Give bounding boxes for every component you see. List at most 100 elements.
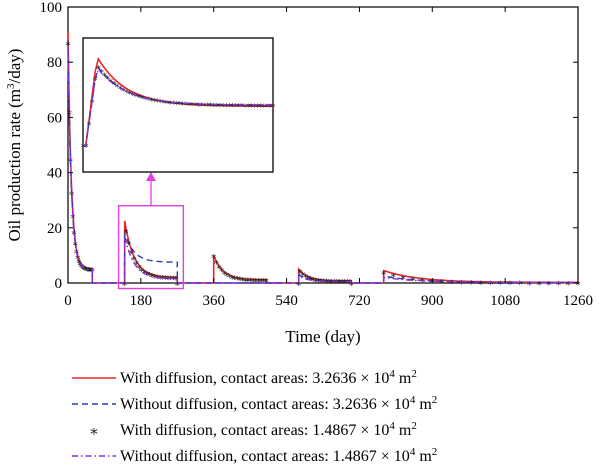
series-point: ∗ <box>69 212 76 223</box>
x-tick-label: 1260 <box>563 293 593 309</box>
series-point: ∗ <box>323 276 330 287</box>
series-point: ∗ <box>305 272 312 283</box>
series-point: ∗ <box>565 278 572 289</box>
legend-label: Without diffusion, contact areas: 3.2636… <box>120 394 437 413</box>
inset-series-point: ∗ <box>242 100 248 110</box>
series-point: ∗ <box>400 272 407 283</box>
series-point: ∗ <box>130 253 137 264</box>
series-point: ∗ <box>295 279 302 290</box>
series-point: ∗ <box>328 276 335 287</box>
inset-series-point: ∗ <box>136 91 142 101</box>
series-point: ∗ <box>312 275 319 286</box>
series-point: ∗ <box>307 274 314 285</box>
series-point: ∗ <box>83 264 90 275</box>
series-point: ∗ <box>536 278 543 289</box>
inset-series-point: ∗ <box>220 100 226 110</box>
series-line <box>67 48 579 284</box>
y-tick-label: 100 <box>40 0 63 16</box>
series-point: ∗ <box>497 278 504 289</box>
series-point: ∗ <box>468 278 475 289</box>
y-axis-title: Oil production rate (m3/day) <box>5 49 24 242</box>
series-point: ∗ <box>252 275 259 286</box>
inset-series-point: ∗ <box>257 100 263 110</box>
series-point: ∗ <box>159 273 166 284</box>
inset-series-point: ∗ <box>86 118 92 128</box>
y-tick-label: 20 <box>47 221 62 237</box>
x-tick-label: 180 <box>130 293 153 309</box>
x-tick-label: 1080 <box>490 293 520 309</box>
inset-series-point: ∗ <box>217 100 223 110</box>
series-point: ∗ <box>74 252 81 263</box>
series-point: ∗ <box>82 264 89 275</box>
series-point: ∗ <box>237 274 244 285</box>
series-point: ∗ <box>245 275 252 286</box>
inset-series-point: ∗ <box>229 100 235 110</box>
series-point: ∗ <box>507 278 514 289</box>
x-tick-label: 360 <box>202 293 225 309</box>
series-point: ∗ <box>165 273 172 284</box>
inset-series-point: ∗ <box>126 87 132 97</box>
series-point: ∗ <box>213 257 220 268</box>
series-point: ∗ <box>341 277 348 288</box>
series-point: ∗ <box>79 262 86 273</box>
series-point: ∗ <box>138 265 145 276</box>
series-point: ∗ <box>258 276 265 287</box>
inset-series-point: ∗ <box>95 62 101 72</box>
inset-series-point: ∗ <box>161 97 167 107</box>
series-point: ∗ <box>348 279 355 290</box>
series-point: ∗ <box>80 263 87 274</box>
inset-series-point: ∗ <box>248 100 254 110</box>
series-point: ∗ <box>84 264 91 275</box>
series-point: ∗ <box>336 277 343 288</box>
series-point: ∗ <box>218 265 225 276</box>
series-point: ∗ <box>409 274 416 285</box>
series-point: ∗ <box>526 278 533 289</box>
series-point: ∗ <box>299 269 306 280</box>
inset-series-point: ∗ <box>270 100 276 110</box>
inset-series-line <box>83 56 273 146</box>
series-point: ∗ <box>297 267 304 278</box>
inset-series-point: ∗ <box>167 97 173 107</box>
y-tick-label: 80 <box>47 55 62 71</box>
inset-series-point: ∗ <box>102 70 108 80</box>
series-point: ∗ <box>146 270 153 281</box>
inset-series-point: ∗ <box>139 92 145 102</box>
x-axis-ticks: 0 180 360 540 720 900 1080 1260 <box>64 7 593 309</box>
series-point: ∗ <box>85 265 92 276</box>
series-point: ∗ <box>458 277 465 288</box>
series-point: ∗ <box>173 273 180 284</box>
series-point: ∗ <box>226 271 233 282</box>
series-point: ∗ <box>88 265 95 276</box>
inset-series-point: ∗ <box>108 76 114 86</box>
series-point: ∗ <box>250 275 257 286</box>
inset-series-point: ∗ <box>151 95 157 105</box>
series-point: ∗ <box>174 279 181 290</box>
series-point: ∗ <box>477 278 484 289</box>
x-tick-label: 720 <box>348 293 371 309</box>
series-point: ∗ <box>575 278 582 289</box>
series-point: ∗ <box>310 274 317 285</box>
series-point: ∗ <box>72 239 79 250</box>
plot-frame <box>67 6 579 284</box>
series-point: ∗ <box>234 274 241 285</box>
series-point: ∗ <box>128 247 135 258</box>
series-point: ∗ <box>76 256 83 267</box>
series-point: ∗ <box>255 275 262 286</box>
series-point: ∗ <box>141 267 148 278</box>
series-point: ∗ <box>448 277 455 288</box>
series-point: ∗ <box>302 271 309 282</box>
series-point: ∗ <box>242 275 249 286</box>
series-point: ∗ <box>555 278 562 289</box>
x-tick-label: 0 <box>64 293 72 309</box>
series-point: ∗ <box>263 276 270 287</box>
series-point: ∗ <box>210 251 217 262</box>
y-axis-ticks: 0 20 40 60 80 100 <box>40 0 578 292</box>
inset-series-point: ∗ <box>148 94 154 104</box>
y-tick-label: 60 <box>47 110 62 126</box>
y-tick-label: 0 <box>55 276 63 292</box>
inset-series-point: ∗ <box>123 86 129 96</box>
series-point: ∗ <box>223 270 230 281</box>
series-point: ∗ <box>247 275 254 286</box>
series-point: ∗ <box>65 39 72 50</box>
inset-series-point: ∗ <box>261 100 267 110</box>
